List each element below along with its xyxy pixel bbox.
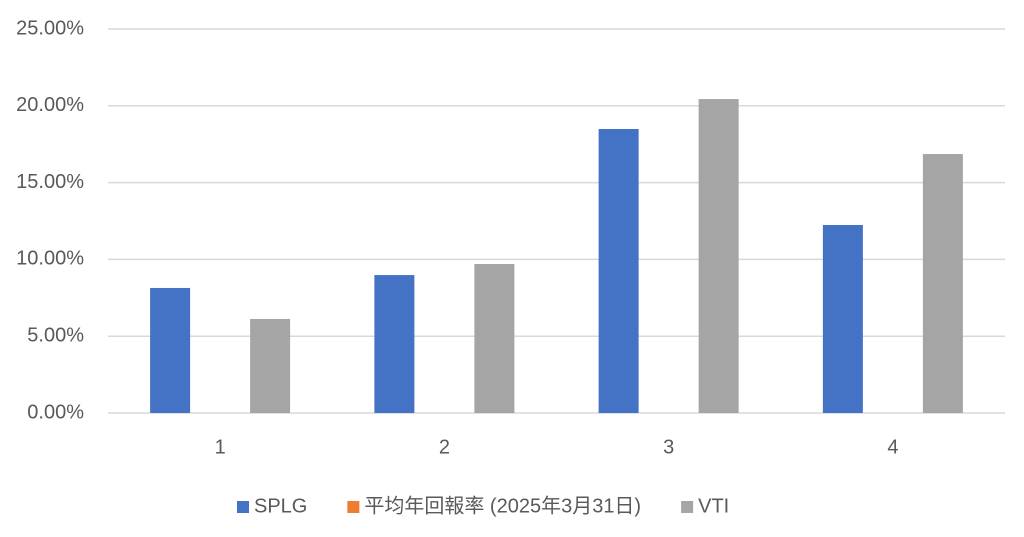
x-tick-label: 2 [439, 436, 450, 458]
bar [374, 275, 415, 413]
bar [922, 154, 963, 413]
bar [598, 128, 639, 414]
legend-label: SPLG [254, 495, 307, 517]
bar [250, 318, 291, 413]
legend-swatch [681, 501, 694, 513]
bar [822, 224, 863, 413]
bar [150, 287, 191, 413]
legend-swatch [237, 501, 249, 513]
bar [698, 99, 739, 414]
legend-swatch [347, 501, 360, 513]
legend-label: 平均年回報率 (2025年3月31日) [364, 494, 641, 517]
y-tick-label: 25.00% [16, 17, 84, 39]
y-tick-label: 15.00% [16, 171, 84, 193]
y-tick-label: 0.00% [27, 401, 84, 423]
bar [474, 264, 515, 413]
x-tick-label: 3 [663, 436, 674, 458]
x-tick-label: 1 [215, 436, 226, 458]
legend-label: VTI [698, 495, 729, 517]
y-tick-label: 10.00% [16, 248, 84, 270]
x-tick-label: 4 [887, 436, 898, 458]
y-tick-label: 5.00% [27, 324, 84, 346]
y-tick-label: 20.00% [16, 94, 84, 116]
